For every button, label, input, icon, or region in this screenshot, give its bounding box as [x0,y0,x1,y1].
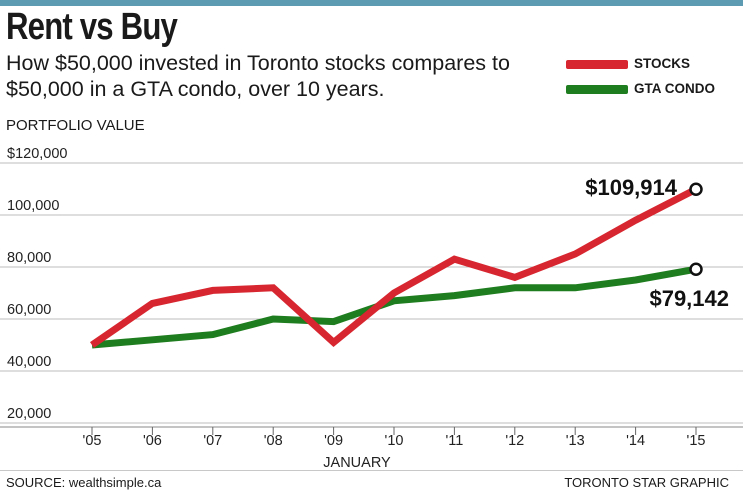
x-tick-label: '08 [264,433,283,449]
y-tick-label: 80,000 [7,250,51,266]
top-accent-bar [0,0,743,6]
x-tick-label: '15 [687,433,706,449]
source-note: SOURCE: wealthsimple.ca [6,475,162,490]
x-tick-label: '10 [385,433,404,449]
x-tick-label: '13 [566,433,585,449]
y-tick-label: 40,000 [7,354,51,370]
series-line-stocks [90,186,698,348]
legend-swatch-condo [566,85,628,94]
legend-label-stocks: STOCKS [634,56,691,71]
line-chart: 20,000 40,000 60,000 80,000 100,000 $120,000 '… [0,146,743,470]
series-line-condo [91,265,697,349]
end-value-label-condo: $79,142 [649,286,729,311]
legend-swatch-stocks [566,60,628,69]
end-marker-stocks [689,182,703,196]
legend-label-condo: GTA CONDO [634,81,715,96]
graphic-credit: TORONTO STAR GRAPHIC [564,475,729,490]
x-tick-label: '12 [505,433,524,449]
y-tick-label: 60,000 [7,302,51,318]
x-tick-label: '11 [445,433,463,449]
page-title: Rent vs Buy [6,6,178,48]
y-tick-label: 100,000 [7,198,59,214]
x-axis-title: JANUARY [323,455,391,470]
x-tick-label: '05 [83,433,102,449]
x-tick-label: '14 [626,433,645,449]
y-axis-title: PORTFOLIO VALUE [6,117,145,134]
page-subtitle: How $50,000 invested in Toronto stocks c… [6,51,510,101]
x-tick-label: '06 [143,433,162,449]
end-marker-condo [689,262,703,276]
footer-divider [0,470,743,471]
end-value-label-stocks: $109,914 [585,175,678,200]
y-tick-label: 20,000 [7,406,51,422]
x-tick-label: '09 [324,433,343,449]
x-tick-label: '07 [203,433,222,449]
y-tick-label: $120,000 [7,146,67,162]
